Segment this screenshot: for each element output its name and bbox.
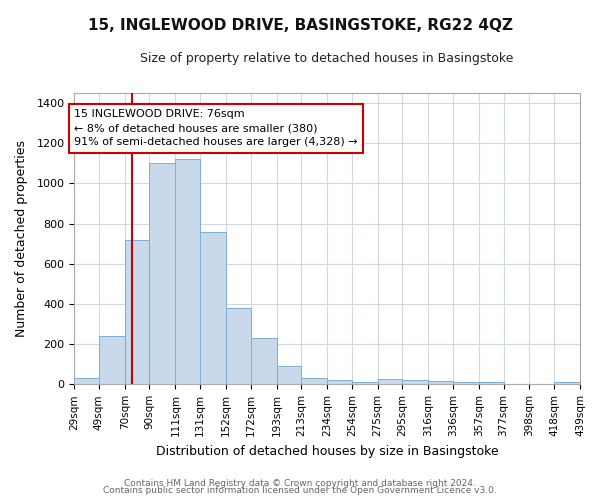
Bar <box>377 380 403 384</box>
Bar <box>277 366 301 384</box>
Text: Contains HM Land Registry data © Crown copyright and database right 2024.: Contains HM Land Registry data © Crown c… <box>124 478 476 488</box>
Bar <box>479 382 503 384</box>
Bar <box>149 164 175 384</box>
Title: Size of property relative to detached houses in Basingstoke: Size of property relative to detached ho… <box>140 52 514 66</box>
Bar <box>99 336 125 384</box>
X-axis label: Distribution of detached houses by size in Basingstoke: Distribution of detached houses by size … <box>156 444 499 458</box>
Text: 15 INGLEWOOD DRIVE: 76sqm
← 8% of detached houses are smaller (380)
91% of semi-: 15 INGLEWOOD DRIVE: 76sqm ← 8% of detach… <box>74 109 358 147</box>
Bar <box>327 380 352 384</box>
Bar <box>200 232 226 384</box>
Bar <box>251 338 277 384</box>
Bar <box>403 380 428 384</box>
Text: 15, INGLEWOOD DRIVE, BASINGSTOKE, RG22 4QZ: 15, INGLEWOOD DRIVE, BASINGSTOKE, RG22 4… <box>88 18 512 32</box>
Bar <box>125 240 149 384</box>
Bar <box>352 382 377 384</box>
Bar <box>554 382 580 384</box>
Bar <box>175 160 200 384</box>
Text: Contains public sector information licensed under the Open Government Licence v3: Contains public sector information licen… <box>103 486 497 495</box>
Bar <box>74 378 99 384</box>
Bar <box>226 308 251 384</box>
Bar <box>428 382 453 384</box>
Bar <box>301 378 327 384</box>
Bar <box>453 382 479 384</box>
Y-axis label: Number of detached properties: Number of detached properties <box>15 140 28 337</box>
